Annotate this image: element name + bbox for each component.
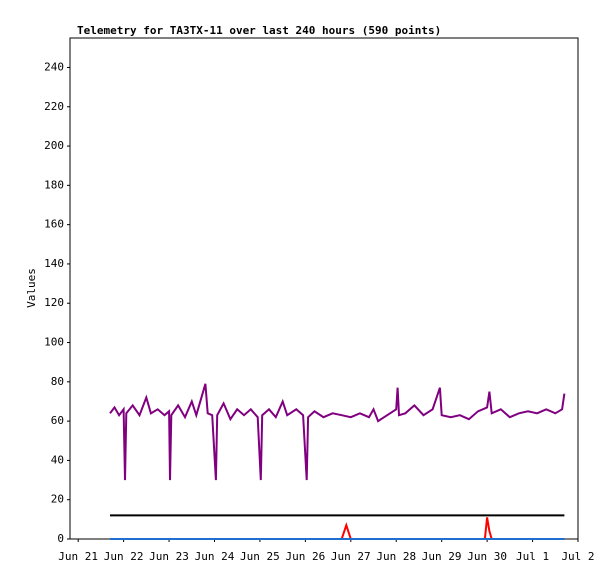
y-tick-label: 60 <box>51 414 64 427</box>
y-tick-label: 80 <box>51 375 64 388</box>
x-tick-label: Jun 24 <box>195 550 235 563</box>
x-tick-label: Jun 29 <box>422 550 462 563</box>
y-tick-label: 240 <box>44 60 64 73</box>
series-line <box>109 383 566 481</box>
y-tick-label: 220 <box>44 100 64 113</box>
series-line <box>110 517 565 540</box>
y-tick-label: 140 <box>44 257 64 270</box>
x-tick-label: Jul 2 <box>561 550 594 563</box>
x-tick-label: Jun 28 <box>376 550 416 563</box>
x-tick-label: Jun 22 <box>104 550 144 563</box>
x-tick-label: Jun 23 <box>149 550 189 563</box>
x-tick-label: Jun 21 <box>58 550 98 563</box>
x-tick-label: Jul 1 <box>516 550 549 563</box>
y-tick-label: 180 <box>44 178 64 191</box>
x-tick-label: Jun 25 <box>240 550 280 563</box>
chart-title: Telemetry for TA3TX-11 over last 240 hou… <box>77 24 441 37</box>
y-tick-label: 40 <box>51 453 64 466</box>
x-tick-label: Jun 27 <box>331 550 371 563</box>
x-tick-label: Jun 30 <box>467 550 507 563</box>
y-tick-label: 20 <box>51 493 64 506</box>
y-tick-label: 120 <box>44 296 64 309</box>
x-tick-label: Jun 26 <box>285 550 325 563</box>
y-axis-label: Values <box>25 268 38 308</box>
y-tick-label: 160 <box>44 218 64 231</box>
y-tick-label: 100 <box>44 336 64 349</box>
y-tick-label: 0 <box>57 532 64 545</box>
plot-frame <box>69 37 579 540</box>
y-tick-label: 200 <box>44 139 64 152</box>
